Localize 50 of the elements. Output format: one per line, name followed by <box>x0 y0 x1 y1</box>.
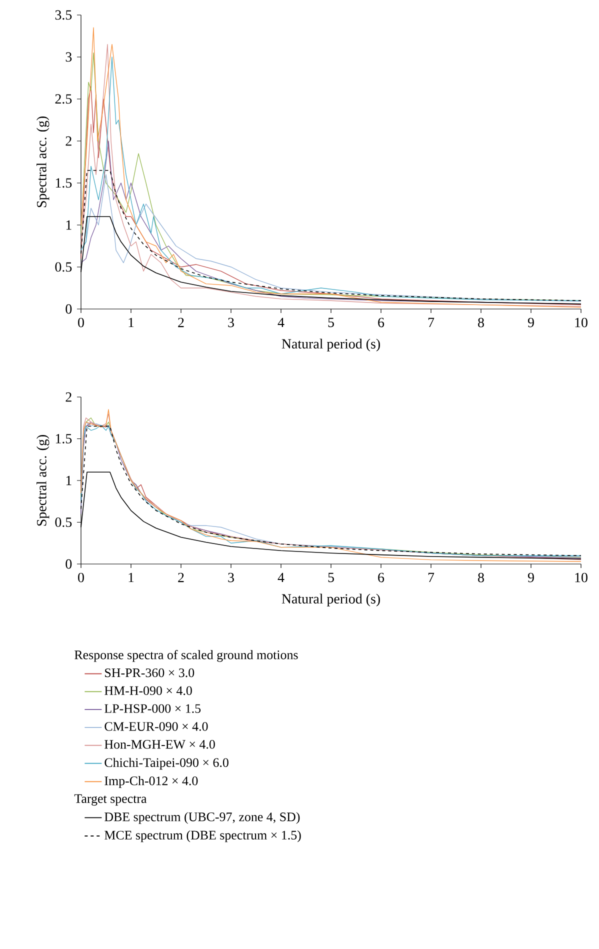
x-tick-label: 3 <box>228 572 234 582</box>
x-tick-label: 8 <box>478 572 484 582</box>
y-axis-title: Spectral acc. (g) <box>36 435 50 526</box>
legend-label: CM-EUR-090 × 4.0 <box>104 722 208 731</box>
x-tick-label: 2 <box>178 572 184 582</box>
x-tick-label: 3 <box>228 318 234 328</box>
legend-label: SH-PR-360 × 3.0 <box>105 668 194 678</box>
x-axis-title: Natural period (s) <box>282 338 380 352</box>
x-tick-label: 4 <box>278 572 284 582</box>
x-tick-label: 4 <box>278 318 284 328</box>
legend-label: Imp-Ch-012 × 4.0 <box>104 776 198 788</box>
x-tick-label: 2 <box>178 318 184 328</box>
x-tick-label: 7 <box>428 572 434 582</box>
x-tick-label: 10 <box>575 572 588 582</box>
x-tick-label: 9 <box>528 318 534 328</box>
y-tick-label: 3.5 <box>55 10 72 20</box>
x-axis-title: Natural period (s) <box>282 594 380 606</box>
x-tick-label: 10 <box>575 318 588 328</box>
y-tick-label: 1.5 <box>56 434 72 444</box>
y-tick-label: 1 <box>66 476 72 486</box>
x-tick-label: 5 <box>328 572 334 582</box>
text: Target spectra <box>74 794 147 806</box>
x-tick-label: 6 <box>378 318 384 328</box>
x-tick-label: 0 <box>78 572 84 582</box>
legend-label: HM-H-090 × 4.0 <box>104 686 192 696</box>
legend-label: MCE spectrum (DBE spectrum × 1.5) <box>104 830 301 842</box>
x-tick-label: 5 <box>328 318 334 328</box>
y-tick-label: 0.5 <box>55 262 72 272</box>
y-tick-label: 3 <box>66 52 72 62</box>
y-tick-label: 2 <box>66 136 72 146</box>
y-tick-label: 0 <box>66 304 72 314</box>
legend-label: LP-HSP-000 × 1.5 <box>104 704 201 713</box>
y-tick-label: 2.5 <box>55 94 72 104</box>
x-tick-label: 7 <box>428 318 434 327</box>
legend-label: Hon-MGH-EW × 4.0 <box>104 740 215 749</box>
legend-label: DBE spectrum (UBC-97, zone 4, SD) <box>104 812 300 824</box>
y-tick-label: 1.5 <box>56 178 72 188</box>
y-tick-label: 0.5 <box>55 518 72 527</box>
x-tick-label: 6 <box>378 572 384 582</box>
y-tick-label: 0 <box>66 559 72 569</box>
legend-title: Response spectra of scaled ground motions <box>74 650 298 662</box>
x-tick-label: 1 <box>128 572 134 582</box>
y-tick-label: 2 <box>66 392 72 402</box>
x-tick-label: 1 <box>128 318 134 328</box>
x-tick-label: 0 <box>78 318 84 328</box>
y-axis-title: Spectral acc. (g) <box>36 116 50 208</box>
x-tick-label: 8 <box>478 318 484 328</box>
legend-label: Chichi-Taipei-090 × 6.0 <box>104 758 228 770</box>
y-tick-label: 1 <box>66 220 72 230</box>
x-tick-label: 9 <box>528 572 534 582</box>
